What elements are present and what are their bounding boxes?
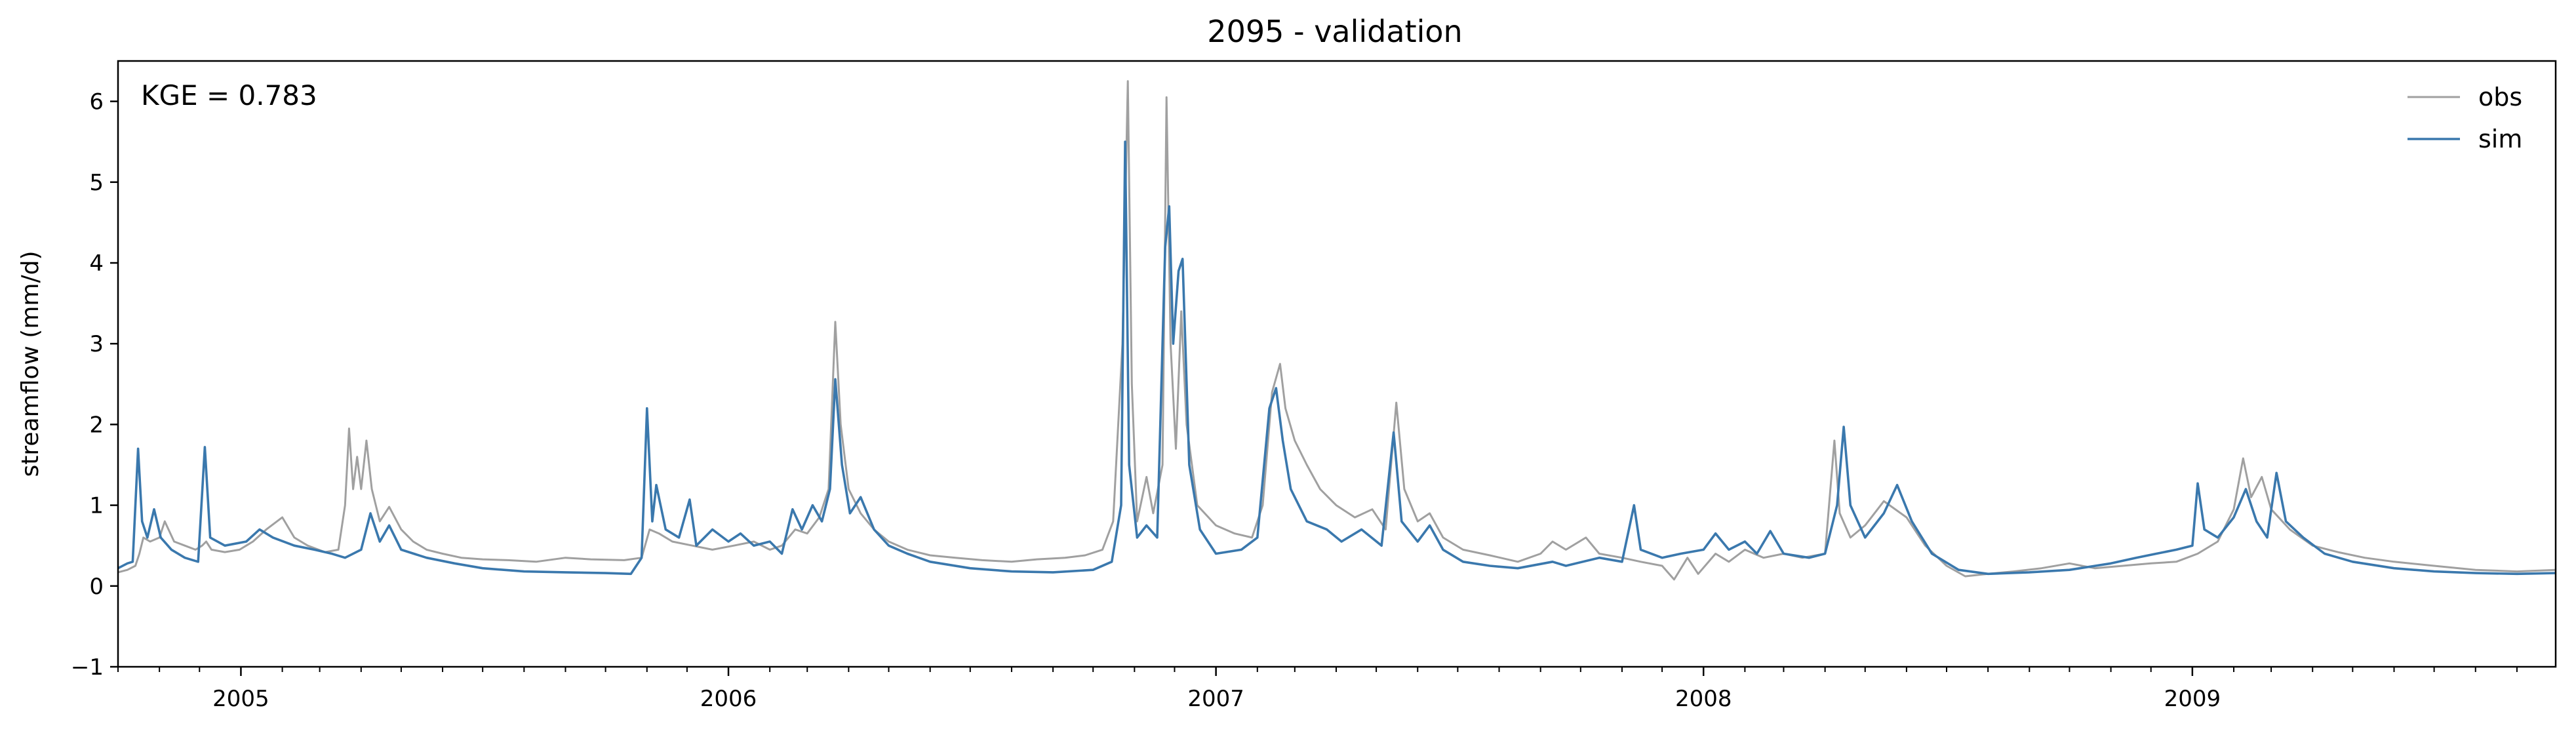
plot-frame xyxy=(117,60,2557,668)
legend-label-obs: obs xyxy=(2478,83,2522,111)
series-line-obs xyxy=(117,80,2556,581)
x-axis-ticks: 2005 2006 2007 2008 2009 xyxy=(117,667,2518,712)
x-tick-label: 2007 xyxy=(1187,686,1244,712)
y-tick-label: 2 xyxy=(89,412,104,438)
y-tick-label: 0 xyxy=(89,574,104,600)
y-tick-label: 4 xyxy=(89,250,104,277)
chart-title: 2095 - validation xyxy=(1207,14,1462,49)
y-tick-label: 6 xyxy=(89,89,104,115)
x-tick-label: 2009 xyxy=(2164,686,2221,712)
y-axis-ticks: −1 0 1 2 3 4 5 6 xyxy=(71,89,118,681)
y-axis-label: streamflow (mm/d) xyxy=(17,251,44,477)
y-tick-label: 5 xyxy=(89,170,104,196)
legend-label-sim: sim xyxy=(2478,125,2522,153)
x-tick-label: 2005 xyxy=(212,686,269,712)
kge-annotation: KGE = 0.783 xyxy=(141,79,317,111)
y-tick-label: 1 xyxy=(89,493,104,519)
x-tick-label: 2008 xyxy=(1675,686,1732,712)
series-lines xyxy=(117,80,2556,581)
y-tick-label: 3 xyxy=(89,331,104,357)
legend: obs sim xyxy=(2408,83,2522,153)
y-tick-label: −1 xyxy=(71,654,104,681)
series-line-sim xyxy=(117,140,2556,576)
x-tick-label: 2006 xyxy=(700,686,757,712)
